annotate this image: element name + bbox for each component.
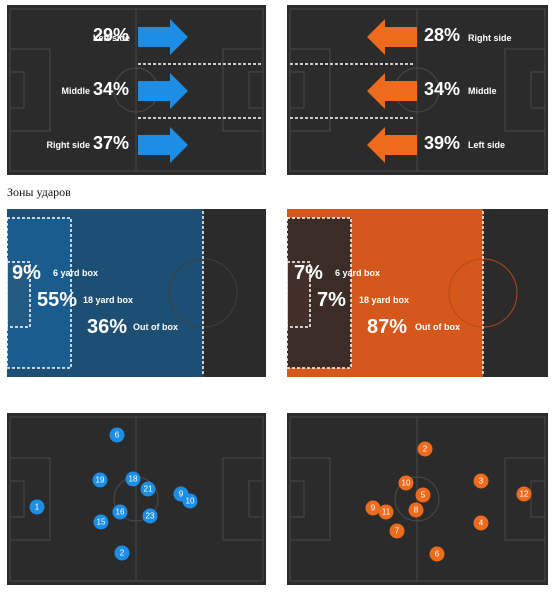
player-marker: 3 [473,473,489,489]
arrow-left-icon [367,19,417,55]
player-marker: 18 [125,471,141,487]
shot-zones-orange-panel: 7% 6 yard box 7% 18 yard box 87% Out of … [287,209,548,377]
side-value-left: 39% [424,133,461,153]
player-marker: 2 [114,545,130,561]
player-marker: 8 [408,502,424,518]
arrow-right-icon [138,73,188,109]
formation-blue-panel: 1 6 19 18 21 9 10 16 23 15 2 [7,413,266,585]
player-marker: 9 [365,500,381,516]
player-marker: 15 [93,514,109,530]
attack-sides-orange-panel: 28% Right side 34% Middle 39% Left side [287,5,548,175]
zone-value-6yard: 9% [12,262,41,284]
zone-value-outbox: 36% [87,316,128,338]
zone-label-outbox: Out of box [133,322,178,332]
shot-zones-shading [7,209,238,377]
section-title: Зоны ударов [7,185,71,199]
player-marker: 6 [429,546,445,562]
player-marker: 10 [398,475,414,491]
player-marker: 19 [92,472,108,488]
player-marker: 2 [417,441,433,457]
side-label-right: Right side [46,140,90,150]
zone-label-18yard: 18 yard box [359,295,410,305]
player-marker: 1 [29,499,45,515]
player-marker: 7 [389,523,405,539]
side-value-right: 28% [424,25,461,45]
player-marker: 5 [415,487,431,503]
side-value-left: 29% [93,25,130,45]
shot-zones-shading [287,209,518,377]
side-value-middle: 34% [93,79,130,99]
side-label-middle: Middle [61,86,91,96]
zone-value-18yard: 55% [37,289,78,311]
player-marker: 23 [142,508,158,524]
arrow-right-icon [138,127,188,163]
formation-orange-panel: 2 10 3 12 5 9 11 8 4 7 6 [287,413,548,585]
player-marker: 11 [378,504,394,520]
player-marker: 16 [112,504,128,520]
player-marker: 10 [182,493,198,509]
side-value-middle: 34% [424,79,461,99]
player-marker: 6 [109,427,125,443]
side-label-right: Right side [468,33,512,43]
attack-sides-blue-panel: Left side 29% Middle 34% Right side 37% [7,5,266,175]
zone-label-18yard: 18 yard box [83,295,134,305]
pitch-lines [9,8,264,172]
side-value-right: 37% [93,133,130,153]
zone-label-outbox: Out of box [415,322,460,332]
pitch-lines [9,416,264,582]
zone-value-outbox: 87% [367,316,408,338]
side-label-middle: Middle [468,86,497,96]
shot-zones-blue-panel: 9% 6 yard box 55% 18 yard box 36% Out of… [7,209,266,377]
arrow-left-icon [367,73,417,109]
side-label-left: Left side [92,33,130,43]
pitch-lines [289,8,546,172]
zone-label-6yard: 6 yard box [335,268,381,278]
player-marker: 4 [473,515,489,531]
zone-value-6yard: 7% [294,262,323,284]
zone-label-6yard: 6 yard box [53,268,99,278]
zone-value-18yard: 7% [317,289,346,311]
player-marker: 12 [516,486,532,502]
player-marker: 21 [140,481,156,497]
arrow-right-icon [138,19,188,55]
side-label-left: Left side [468,140,506,150]
arrow-left-icon [367,127,417,163]
